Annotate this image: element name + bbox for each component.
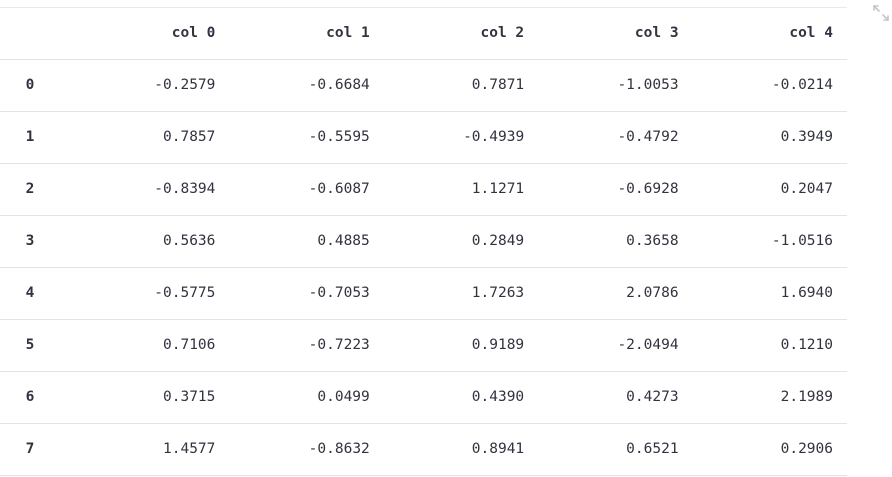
table-cell[interactable]: -0.5595 [308,129,370,145]
column-header[interactable]: col 3 [634,25,679,41]
table-row: 2 -0.8394 -0.6087 1.1271 -0.6928 0.2047 [0,164,847,216]
table-cell[interactable]: 1.4577 [163,441,216,457]
table-cell[interactable]: 2.0786 [626,285,679,301]
table-body: 0 -0.2579 -0.6684 0.7871 -1.0053 -0.0214 1 0.78… [0,60,847,476]
table-cell[interactable]: -2.0494 [617,337,679,353]
table-cell[interactable]: 0.3715 [163,389,216,405]
table-cell[interactable]: 0.4390 [471,389,525,405]
table-cell[interactable]: -0.6087 [308,181,370,197]
fullscreen-button[interactable] [871,3,891,23]
table-cell[interactable]: 1.7263 [471,285,525,301]
table-cell[interactable]: -0.8632 [308,441,370,457]
table-row: 4 -0.5775 -0.7053 1.7263 2.0786 1.6940 [0,268,847,320]
table-cell[interactable]: -0.7223 [308,337,370,353]
table-cell[interactable]: -1.0516 [771,233,833,249]
table-cell[interactable]: 0.0499 [317,389,370,405]
table-cell[interactable]: -0.4792 [617,129,679,145]
table-row: 7 1.4577 -0.8632 0.8941 0.6521 0.2906 [0,424,847,476]
table-cell[interactable]: 0.7106 [163,337,216,353]
table-cell[interactable]: 0.4273 [626,389,679,405]
table-cell[interactable]: 0.2849 [471,233,525,249]
table-cell[interactable]: -0.5775 [154,285,216,301]
column-header[interactable]: col 4 [789,25,833,41]
table-cell[interactable]: 0.2906 [780,441,833,457]
table-cell[interactable]: 0.8941 [471,441,525,457]
table-cell[interactable]: -0.8394 [154,181,216,197]
row-index[interactable]: 4 [25,285,35,301]
table-row: 0 -0.2579 -0.6684 0.7871 -1.0053 -0.0214 [0,60,847,112]
table-cell[interactable]: 0.3658 [626,233,679,249]
table-row: 3 0.5636 0.4885 0.2849 0.3658 -1.0516 [0,216,847,268]
table-cell[interactable]: 0.3949 [780,129,833,145]
table-cell[interactable]: 1.6940 [780,285,833,301]
dataframe-table-container: col 0 col 1 col 2 col 3 col 4 0 -0.2579 -0… [0,7,847,476]
table-row: 6 0.3715 0.0499 0.4390 0.4273 2.1989 [0,372,847,424]
row-index[interactable]: 5 [25,337,35,353]
row-index[interactable]: 3 [25,233,35,249]
header-row: col 0 col 1 col 2 col 3 col 4 [0,7,847,60]
table-cell[interactable]: 2.1989 [780,389,833,405]
table-cell[interactable]: 0.9189 [471,337,525,353]
row-index[interactable]: 2 [25,181,35,197]
table-cell[interactable]: 0.2047 [780,181,833,197]
column-header[interactable]: col 1 [326,25,370,41]
table-cell[interactable]: -0.2579 [154,77,216,93]
row-index[interactable]: 1 [25,129,35,145]
table-cell[interactable]: 0.7871 [471,77,525,93]
dataframe-table: col 0 col 1 col 2 col 3 col 4 0 -0.2579 -0… [0,7,847,476]
table-cell[interactable]: -1.0053 [617,77,679,93]
table-row: 1 0.7857 -0.5595 -0.4939 -0.4792 0.3949 [0,112,847,164]
table-cell[interactable]: -0.6684 [308,77,370,93]
table-cell[interactable]: 0.5636 [163,233,216,249]
row-index[interactable]: 0 [25,77,35,93]
row-index[interactable]: 7 [25,441,35,457]
column-header[interactable]: col 0 [171,25,216,41]
index-header-corner [0,8,75,60]
column-header[interactable]: col 2 [480,25,525,41]
table-cell[interactable]: 0.1210 [780,337,833,353]
table-cell[interactable]: 0.7857 [163,129,216,145]
row-index[interactable]: 6 [25,389,35,405]
table-cell[interactable]: 0.6521 [626,441,679,457]
table-cell[interactable]: -0.4939 [463,129,525,145]
fullscreen-expand-icon [873,5,889,21]
table-cell[interactable]: -0.6928 [617,181,679,197]
table-cell[interactable]: 0.4885 [317,233,370,249]
table-row: 5 0.7106 -0.7223 0.9189 -2.0494 0.1210 [0,320,847,372]
table-cell[interactable]: -0.0214 [771,77,833,93]
table-cell[interactable]: -0.7053 [308,285,370,301]
table-cell[interactable]: 1.1271 [471,181,525,197]
